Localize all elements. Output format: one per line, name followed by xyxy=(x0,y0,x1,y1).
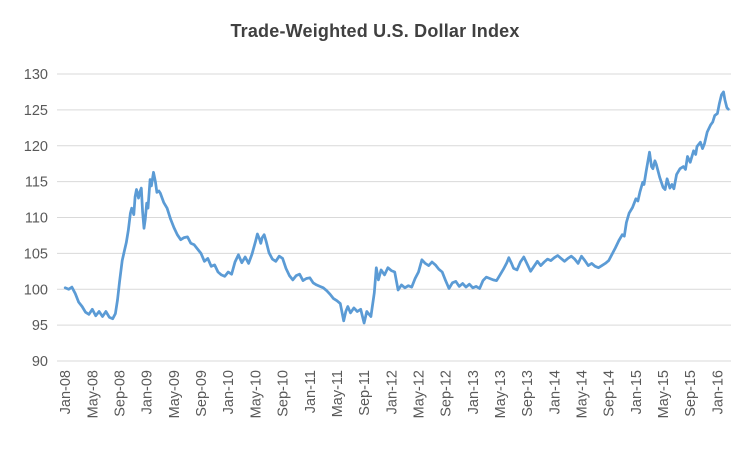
x-tick-label: Sep-14 xyxy=(602,370,618,417)
y-tick-label: 115 xyxy=(25,175,48,191)
x-tick-label: Sep-10 xyxy=(276,370,292,417)
x-tick-label: May-13 xyxy=(493,370,509,418)
x-tick-label: Jan-12 xyxy=(384,370,400,414)
x-tick-label: Sep-15 xyxy=(683,370,699,417)
x-axis-labels: Jan-08 May-08 Sep-08 Jan-09 May-09 Sep-09 Jan-… xyxy=(58,370,726,418)
y-tick-label: 120 xyxy=(24,139,48,155)
y-tick-label: 100 xyxy=(24,282,48,298)
y-tick-label: 95 xyxy=(32,318,48,334)
x-tick-label: Sep-12 xyxy=(439,370,455,417)
x-tick-label: Jan-08 xyxy=(58,370,74,414)
x-tick-label: May-11 xyxy=(330,370,346,417)
x-tick-label: May-14 xyxy=(575,370,591,418)
x-tick-label: May-09 xyxy=(167,370,183,418)
data-line xyxy=(63,90,730,325)
x-tick-label: Sep-11 xyxy=(357,370,373,416)
x-tick-label: Jan-15 xyxy=(629,370,645,414)
x-tick-label: Jan-16 xyxy=(710,370,726,414)
x-tick-label: Sep-08 xyxy=(113,370,129,417)
y-tick-label: 110 xyxy=(25,211,48,227)
x-tick-label: May-10 xyxy=(248,370,264,418)
gridlines xyxy=(57,73,731,362)
y-tick-label: 90 xyxy=(32,354,48,370)
x-tick-label: Jan-14 xyxy=(547,370,563,414)
x-tick-label: May-12 xyxy=(412,370,428,418)
x-tick-label: May-08 xyxy=(85,370,101,418)
y-axis-labels: 90 95 100 105 110 115 120 125 130 xyxy=(24,67,48,370)
x-tick-label: Jan-09 xyxy=(140,370,156,414)
chart-title: Trade-Weighted U.S. Dollar Index xyxy=(230,21,520,41)
x-tick-label: Sep-13 xyxy=(520,370,536,417)
y-tick-label: 125 xyxy=(24,103,48,119)
x-tick-label: May-15 xyxy=(656,370,672,418)
x-tick-label: Jan-13 xyxy=(466,370,482,414)
x-tick-label: Sep-09 xyxy=(194,370,210,417)
x-tick-label: Jan-10 xyxy=(221,370,237,414)
y-tick-label: 130 xyxy=(24,67,48,83)
x-tick-label: Jan-11 xyxy=(303,370,319,413)
y-tick-label: 105 xyxy=(24,246,48,262)
